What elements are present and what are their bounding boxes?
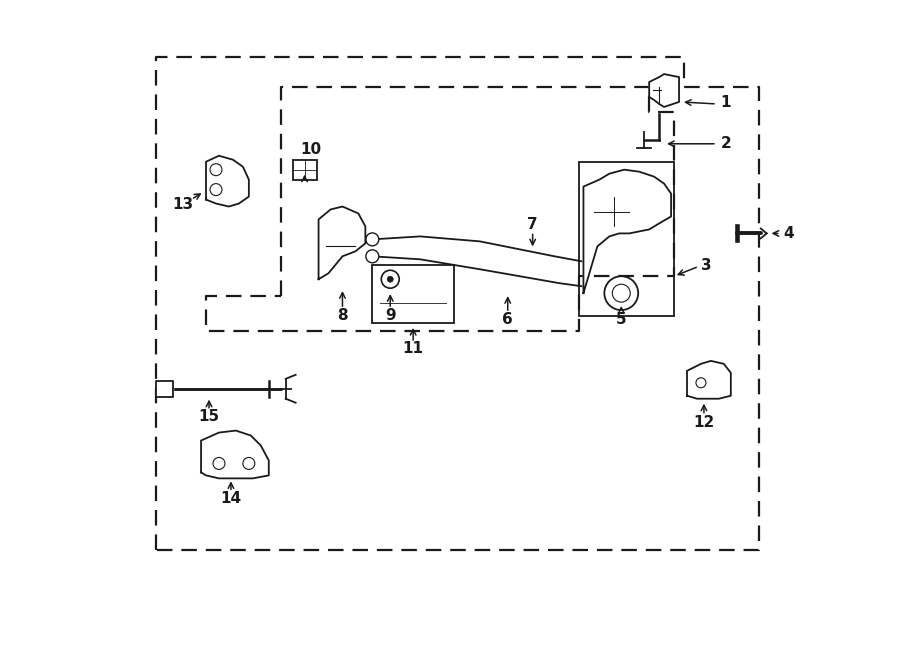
Polygon shape (649, 74, 679, 107)
Polygon shape (583, 170, 671, 293)
Circle shape (387, 276, 393, 282)
Text: 3: 3 (700, 258, 711, 273)
Text: 11: 11 (402, 342, 424, 356)
Bar (373, 265, 454, 323)
Circle shape (366, 233, 379, 246)
Text: 8: 8 (338, 307, 347, 323)
Text: 15: 15 (199, 409, 220, 424)
Polygon shape (319, 206, 365, 279)
Text: 2: 2 (721, 136, 731, 151)
Text: 12: 12 (693, 415, 715, 430)
Text: 14: 14 (220, 490, 241, 506)
Circle shape (366, 250, 379, 263)
Bar (292, 160, 317, 180)
Text: 10: 10 (300, 142, 321, 157)
Text: 6: 6 (502, 311, 513, 327)
Circle shape (604, 276, 638, 310)
Text: 9: 9 (385, 307, 396, 323)
Text: 13: 13 (173, 197, 194, 212)
Polygon shape (206, 156, 248, 206)
Polygon shape (157, 381, 173, 397)
Bar (580, 162, 674, 316)
Text: 5: 5 (616, 311, 626, 327)
Polygon shape (201, 430, 269, 479)
Polygon shape (687, 361, 731, 399)
Text: 7: 7 (527, 217, 538, 232)
Text: 4: 4 (783, 226, 794, 241)
Circle shape (382, 270, 400, 288)
Text: 1: 1 (721, 95, 731, 110)
